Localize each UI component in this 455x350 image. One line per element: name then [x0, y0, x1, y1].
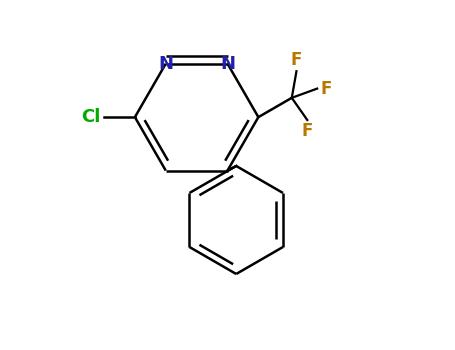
- Text: Cl: Cl: [81, 108, 100, 126]
- Text: F: F: [302, 122, 313, 140]
- Text: N: N: [158, 55, 173, 73]
- Text: F: F: [320, 79, 332, 98]
- Text: N: N: [220, 55, 235, 73]
- Text: F: F: [291, 51, 302, 69]
